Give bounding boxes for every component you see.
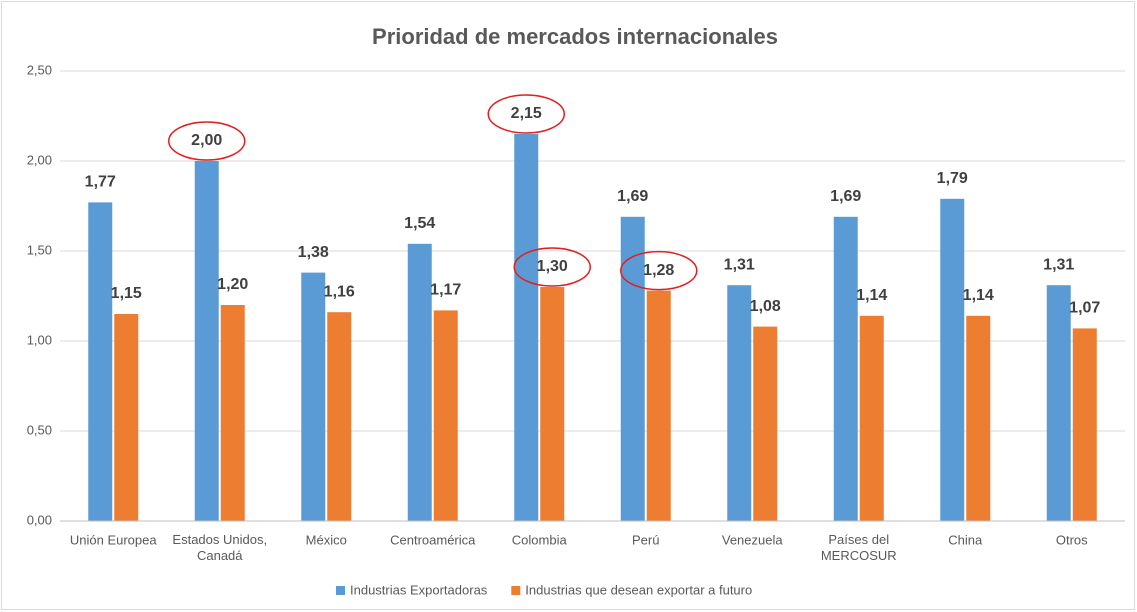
data-label: 1,20 (217, 276, 248, 293)
highlight-circle (487, 94, 565, 134)
y-tick-label: 2,00 (27, 152, 52, 167)
highlight-circle (513, 247, 591, 287)
bar (540, 287, 565, 521)
bar (859, 315, 884, 521)
bar (646, 290, 671, 521)
y-tick-label: 0,00 (27, 512, 52, 527)
x-tick-label: Países del MERCOSUR (821, 532, 897, 563)
data-label: 1,30 (537, 258, 568, 275)
data-label: 1,77 (85, 174, 116, 191)
data-label: 1,07 (1069, 300, 1100, 317)
bar (833, 216, 858, 522)
bar (220, 305, 245, 521)
data-label: 1,17 (430, 282, 461, 299)
y-tick-label: 2,50 (27, 62, 52, 77)
bar (1046, 285, 1071, 521)
x-tick-label: Unión Europea (70, 532, 157, 547)
bar (88, 202, 113, 521)
y-tick-label: 0,50 (27, 422, 52, 437)
data-label: 1,69 (830, 188, 861, 205)
bar (727, 285, 752, 521)
bar (327, 312, 352, 521)
bar (966, 315, 991, 521)
x-tick-label: Perú (632, 532, 659, 547)
bar (1072, 328, 1097, 521)
data-label: 1,14 (856, 287, 887, 304)
legend-swatch (511, 586, 521, 595)
legend-label: Industrias Exportadoras (350, 582, 488, 597)
data-label: 1,31 (724, 256, 755, 273)
data-label: 1,54 (404, 215, 435, 232)
data-label: 1,79 (937, 170, 968, 187)
legend-swatch (336, 586, 345, 595)
data-label: 1,28 (643, 262, 674, 279)
data-label: 1,69 (617, 188, 648, 205)
data-label: 1,08 (750, 298, 781, 315)
data-label: 1,16 (324, 283, 355, 300)
bar (301, 272, 326, 521)
x-tick-label: Colombia (512, 532, 568, 547)
x-tick-label: Otros (1056, 532, 1088, 547)
data-label: 2,00 (191, 132, 222, 149)
x-tick-label: Centroamérica (390, 532, 476, 547)
data-label: 2,15 (511, 105, 542, 122)
y-tick-label: 1,00 (27, 332, 52, 347)
legend-label: Industrias que desean exportar a futuro (525, 582, 752, 597)
highlight-circle (168, 121, 246, 161)
bar (407, 243, 432, 522)
x-tick-label: Estados Unidos, Canadá (172, 532, 267, 563)
x-tick-label: Venezuela (722, 532, 783, 547)
y-tick-label: 1,50 (27, 242, 52, 257)
bar (433, 310, 458, 521)
x-tick-label: México (306, 532, 347, 547)
bar (753, 326, 778, 521)
bar (194, 161, 219, 521)
data-label: 1,38 (298, 244, 329, 261)
bar (514, 134, 539, 521)
highlight-circle (620, 250, 698, 291)
data-label: 1,14 (963, 287, 994, 304)
data-label: 1,15 (111, 285, 142, 302)
bar (114, 314, 139, 521)
data-label: 1,31 (1043, 256, 1074, 273)
bar (620, 216, 645, 522)
chart-title: Prioridad de mercados internacionales (372, 24, 778, 49)
bar (940, 198, 965, 522)
x-tick-label: China (948, 532, 983, 547)
